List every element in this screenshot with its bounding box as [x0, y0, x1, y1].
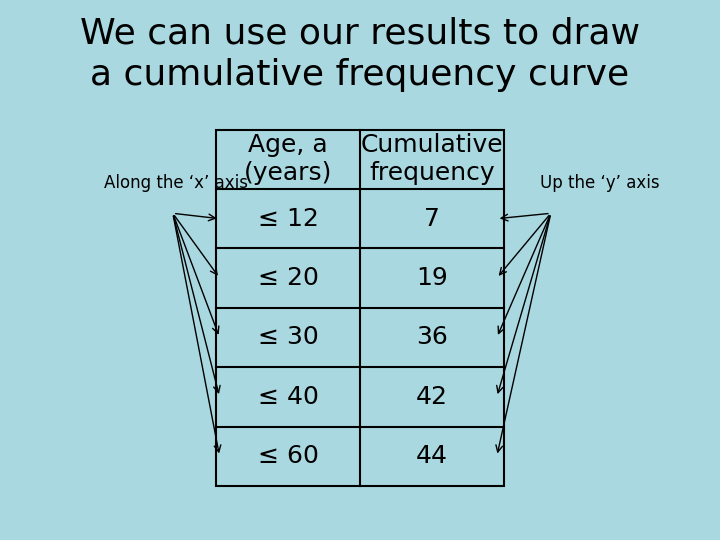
- Text: 7: 7: [424, 207, 440, 231]
- Text: ≤ 60: ≤ 60: [258, 444, 318, 468]
- Text: ≤ 40: ≤ 40: [258, 385, 318, 409]
- Text: Along the ‘x’ axis: Along the ‘x’ axis: [104, 174, 248, 192]
- Text: Up the ‘y’ axis: Up the ‘y’ axis: [540, 174, 660, 192]
- Text: We can use our results to draw
a cumulative frequency curve: We can use our results to draw a cumulat…: [80, 16, 640, 92]
- Bar: [216, 130, 504, 486]
- Text: 19: 19: [416, 266, 448, 290]
- Text: 36: 36: [416, 326, 448, 349]
- Text: 44: 44: [416, 444, 448, 468]
- Text: 42: 42: [416, 385, 448, 409]
- Text: ≤ 12: ≤ 12: [258, 207, 318, 231]
- Text: ≤ 30: ≤ 30: [258, 326, 318, 349]
- Text: Cumulative
frequency: Cumulative frequency: [361, 133, 503, 185]
- Text: ≤ 20: ≤ 20: [258, 266, 318, 290]
- Text: Age, a
(years): Age, a (years): [244, 133, 332, 185]
